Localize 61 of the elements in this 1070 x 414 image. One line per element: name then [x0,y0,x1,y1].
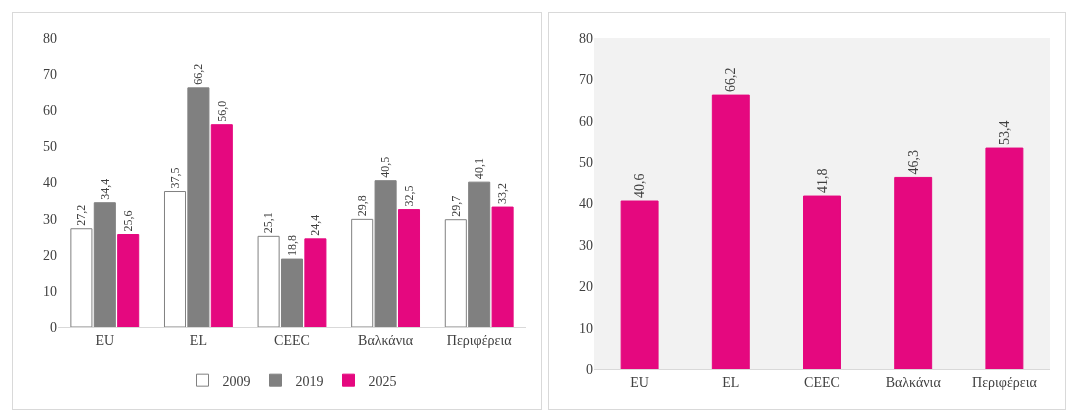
bar [711,94,750,369]
bar [210,124,233,327]
data-label: 18,8 [284,235,299,257]
data-label: 27,2 [74,204,89,226]
data-label: 25,1 [261,212,276,234]
y-tick-label: 0 [586,361,593,377]
legend-label: 2025 [368,373,397,389]
y-tick-label: 50 [43,139,57,155]
data-label: 40,6 [632,173,648,199]
x-tick-label: CEEC [804,374,840,390]
legend-label: 2009 [222,373,251,389]
y-tick-label: 40 [579,196,593,212]
data-label: 24,4 [308,214,323,236]
y-tick-label: 50 [579,155,593,171]
x-tick-label: EL [722,374,740,390]
legend-label: 2019 [295,373,324,389]
bar [304,238,327,327]
data-label: 53,4 [996,120,1012,146]
data-label: 40,1 [472,158,487,180]
data-label: 37,5 [167,167,182,189]
y-tick-label: 70 [43,67,57,83]
x-tick-label: CEEC [274,332,310,348]
x-tick-label: EU [630,374,649,390]
data-label: 32,5 [401,185,416,207]
bar [397,209,421,327]
y-tick-label: 80 [43,30,57,46]
y-tick-label: 70 [579,72,593,88]
data-label: 29,7 [448,195,463,217]
x-tick-label: Βαλκάνια [885,374,942,390]
bar [620,200,659,369]
data-label: 41,8 [814,168,830,194]
data-label: 33,2 [495,183,510,205]
data-label: 56,0 [214,100,229,122]
bar [491,206,514,327]
data-label: 34,4 [97,178,112,200]
x-tick-label: EL [189,332,207,348]
y-tick-label: 60 [579,113,593,129]
bar [117,234,140,327]
x-tick-label: EU [95,332,115,348]
data-label: 46,3 [905,149,921,175]
bar [985,147,1024,369]
y-tick-label: 10 [579,320,593,336]
y-tick-label: 20 [579,279,593,295]
y-tick-label: 0 [50,319,57,335]
y-tick-label: 10 [43,283,57,299]
data-label: 40,5 [378,156,393,178]
x-tick-label: Περιφέρεια [446,332,513,348]
y-tick-label: 20 [43,247,57,263]
data-label: 66,2 [191,63,206,85]
y-tick-label: 30 [579,237,593,253]
y-tick-label: 60 [43,103,57,119]
y-tick-label: 40 [43,175,57,191]
bar [803,195,841,369]
data-label: 25,6 [121,210,136,232]
y-tick-label: 30 [43,211,57,227]
data-label: 29,8 [355,195,370,217]
x-tick-label: Περιφέρεια [972,374,1038,390]
x-tick-label: Βαλκάνια [358,332,414,348]
y-tick-label: 80 [579,30,593,46]
data-label: 66,2 [723,67,739,93]
bar [894,176,933,369]
